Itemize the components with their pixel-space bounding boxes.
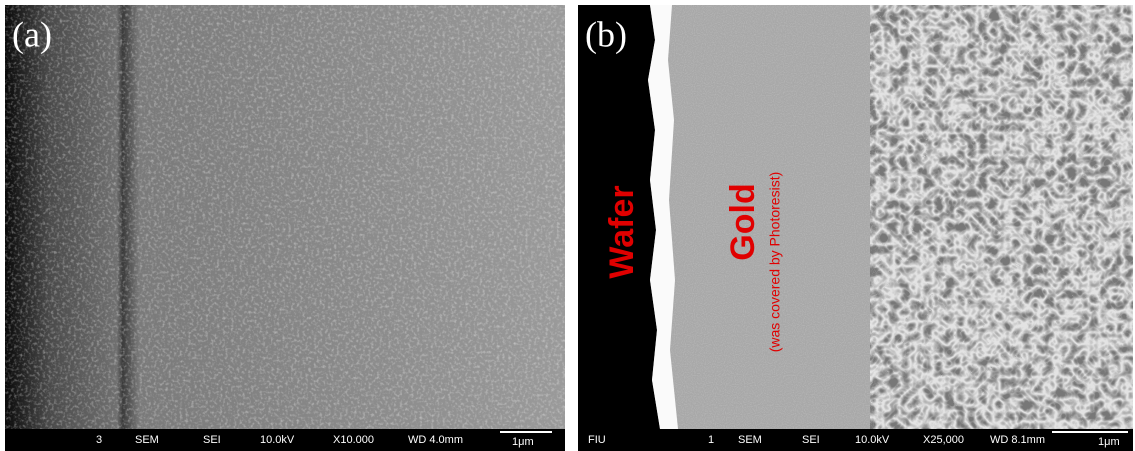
info-text: SEI	[203, 434, 221, 446]
annotation: Gold	[724, 183, 762, 260]
texture	[870, 5, 1133, 429]
info-text: WD 8.1mm	[990, 434, 1045, 446]
info-text: 1	[708, 434, 714, 446]
info-text: X10.000	[333, 434, 374, 446]
texture	[5, 5, 565, 429]
wafer-region	[578, 5, 660, 429]
texture	[660, 5, 880, 429]
info-text: 3	[96, 434, 102, 446]
info-text: SEM	[135, 434, 159, 446]
info-text: 10.0kV	[260, 434, 295, 446]
panel-label: (a)	[12, 14, 52, 54]
panel-b: (b) Wafer Gold (was covered by Photoresi…	[578, 5, 1133, 451]
annotation: Wafer	[603, 185, 641, 278]
panel-a: (a) 3 SEM SEI 10.0kV X10.000 WD 4.0mm 1μ…	[5, 5, 565, 451]
info-text: SEM	[738, 434, 762, 446]
info-text: 10.0kV	[855, 434, 890, 446]
info-text: SEI	[802, 434, 820, 446]
info-text: X25,000	[923, 434, 964, 446]
scale-text: 1μm	[1098, 436, 1120, 448]
info-text: FIU	[588, 434, 606, 446]
annotation: (was covered by Photoresist)	[767, 172, 783, 353]
info-bar	[5, 429, 565, 451]
scale-text: 1μm	[512, 436, 534, 448]
info-bar	[578, 429, 1133, 451]
info-text: WD 4.0mm	[408, 434, 463, 446]
edge-strip	[648, 5, 678, 429]
panel-label: (b)	[585, 14, 627, 54]
